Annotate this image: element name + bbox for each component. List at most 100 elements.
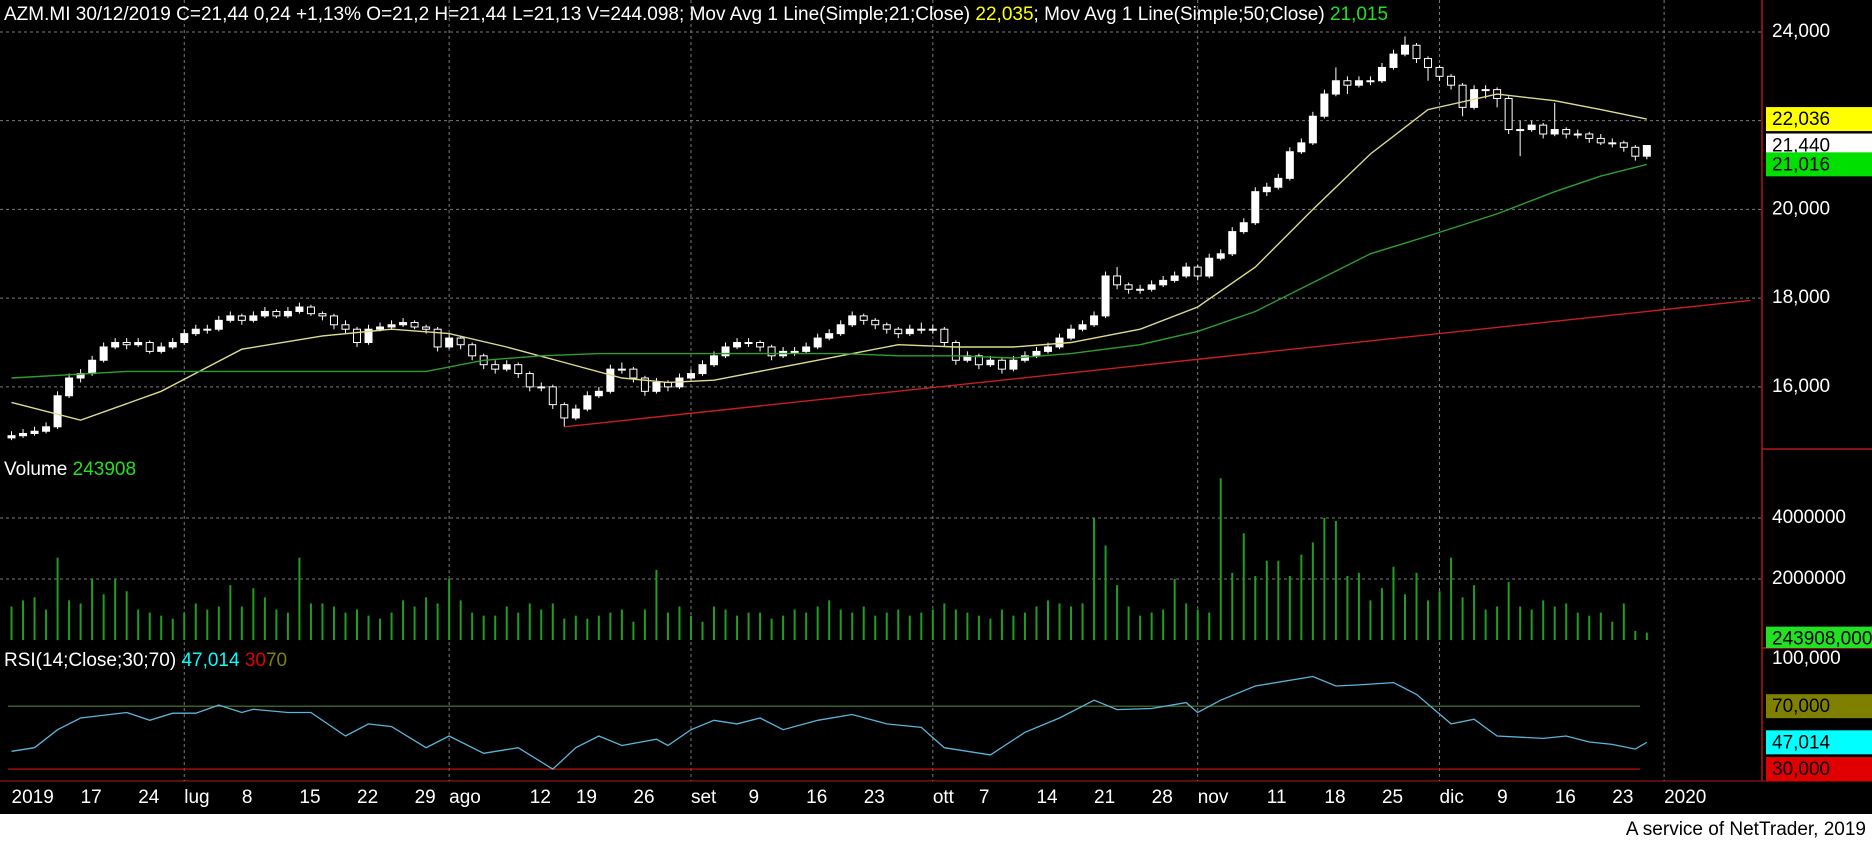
candle-body: [410, 322, 419, 328]
candle-body: [721, 346, 730, 357]
y-tick-label: 18,000: [1772, 287, 1830, 308]
candle-body: [1274, 177, 1283, 188]
candle-body: [733, 342, 742, 348]
candle-body: [629, 368, 638, 379]
x-tick-label: ott: [933, 787, 955, 808]
x-tick-label: 8: [242, 787, 253, 808]
candle-body: [548, 386, 557, 406]
candle-body: [744, 342, 753, 345]
candle-body: [422, 326, 431, 330]
candle-body: [1573, 133, 1582, 136]
x-tick-label: nov: [1198, 787, 1229, 808]
price-label: 22,036: [1772, 109, 1830, 130]
trend-line: [564, 299, 1751, 428]
candle-body: [1043, 346, 1052, 352]
candle-body: [514, 364, 523, 375]
candle-body: [1170, 275, 1179, 281]
candle-body: [986, 359, 995, 366]
candle-body: [1447, 75, 1456, 86]
price-label-box: [1766, 152, 1872, 177]
rsi-last-label: 47,014: [1772, 732, 1831, 753]
candle-body: [272, 310, 281, 317]
x-tick-label: 11: [1267, 787, 1287, 808]
candle-body: [686, 373, 695, 379]
candle-body: [306, 306, 315, 315]
candle-body: [191, 328, 200, 335]
candle-body: [329, 315, 338, 326]
candle-body: [1539, 124, 1548, 135]
candle-body: [1262, 186, 1271, 193]
x-tick-label: 18: [1324, 787, 1345, 808]
symbol-line: AZM.MI 30/12/2019 C=21,44 0,24 +1,13% O=…: [4, 4, 680, 25]
candle-body: [663, 381, 672, 388]
candle-body: [871, 319, 880, 326]
candle-body: [1078, 324, 1087, 330]
y-tick-label: 100,000: [1772, 648, 1841, 669]
candle-body: [848, 315, 857, 326]
x-tick-label: 26: [633, 787, 654, 808]
candle-body: [1228, 231, 1237, 255]
candle-body: [214, 319, 223, 330]
candle-body: [756, 342, 765, 348]
candle-body: [1619, 142, 1628, 148]
candle-body: [1239, 222, 1248, 233]
rsi-level-label: 30,000: [1772, 759, 1830, 780]
price-label-box: [1766, 107, 1872, 132]
candle-body: [1400, 44, 1409, 55]
candle-body: [594, 390, 603, 397]
candle-body: [1147, 284, 1156, 290]
candle-body: [1389, 53, 1398, 68]
candle-body: [260, 310, 269, 317]
candle-body: [1251, 191, 1260, 224]
candle-body: [122, 342, 131, 346]
x-tick-label: 23: [1612, 787, 1633, 808]
candle-body: [502, 364, 511, 370]
rsi-header: RSI(14;Close;30;70) 47,014 3070: [4, 650, 287, 672]
candle-body: [652, 381, 661, 392]
candle-body: [710, 355, 719, 366]
candle-body: [1101, 275, 1110, 317]
candle-body: [1562, 129, 1571, 135]
candle-body: [341, 324, 350, 330]
candle-body: [226, 315, 235, 321]
candle-body: [157, 346, 166, 352]
rsi-line: [11, 675, 1648, 770]
volume-last: 243908: [72, 459, 137, 480]
candle-body: [951, 342, 960, 361]
rsi-level-label-box: [1766, 757, 1872, 782]
candle-body: [1550, 129, 1559, 135]
candle-body: [42, 426, 51, 432]
moving-average: [11, 93, 1647, 421]
candle-body: [1205, 257, 1214, 277]
volume-label-box: [1766, 626, 1872, 648]
background: [0, 0, 1872, 814]
ma-value: 21,015: [1329, 4, 1389, 25]
candle-body: [168, 342, 177, 348]
candle-body: [859, 315, 868, 321]
rsi-level: 30: [244, 650, 266, 671]
candle-body: [1458, 84, 1467, 108]
candle-body: [767, 346, 776, 357]
candle-body: [1435, 66, 1444, 77]
candle-body: [1343, 80, 1352, 86]
candle-body: [1608, 142, 1617, 145]
rsi-level-label: 70,000: [1772, 696, 1830, 717]
x-tick-label: 16: [1555, 787, 1576, 808]
candle-body: [1331, 80, 1340, 95]
ma-legend: ; Mov Avg 1 Line(Simple;21;Close) 22,035…: [679, 4, 1388, 25]
x-tick-label: 2020: [1664, 787, 1706, 808]
candle-body: [928, 328, 937, 331]
candle-body: [1009, 359, 1018, 370]
x-tick-label: 14: [1036, 787, 1058, 808]
candle-body: [1067, 328, 1076, 339]
ma-name: ; Mov Avg 1 Line(Simple;50;Close): [1033, 4, 1325, 25]
x-tick-label: 24: [138, 787, 160, 808]
candle-body: [1216, 253, 1225, 259]
ma-name: ; Mov Avg 1 Line(Simple;21;Close): [679, 4, 971, 25]
x-tick-label: 21: [1094, 787, 1115, 808]
candle-body: [1159, 279, 1168, 286]
candle-body: [1136, 288, 1145, 291]
candle-body: [1516, 129, 1525, 132]
candle-body: [283, 310, 292, 317]
